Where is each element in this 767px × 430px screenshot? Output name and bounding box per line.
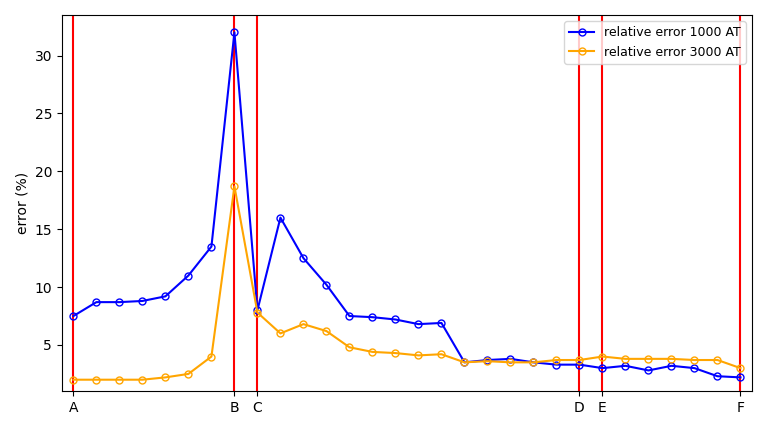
relative error 3000 AT <box>345 345 354 350</box>
relative error 3000 AT <box>552 357 561 362</box>
relative error 3000 AT <box>368 349 377 354</box>
relative error 1000 AT <box>391 317 400 322</box>
relative error 1000 AT <box>299 255 308 261</box>
relative error 1000 AT <box>161 294 170 299</box>
relative error 1000 AT <box>230 30 239 35</box>
relative error 3000 AT <box>506 360 515 365</box>
relative error 3000 AT <box>69 377 78 382</box>
relative error 1000 AT <box>115 300 124 305</box>
relative error 1000 AT <box>276 215 285 220</box>
Y-axis label: error (%): error (%) <box>15 172 29 234</box>
relative error 1000 AT <box>69 313 78 319</box>
relative error 3000 AT <box>276 331 285 336</box>
relative error 1000 AT <box>345 313 354 319</box>
relative error 3000 AT <box>713 357 722 362</box>
relative error 1000 AT <box>460 360 469 365</box>
relative error 1000 AT <box>184 273 193 278</box>
relative error 1000 AT <box>644 368 653 373</box>
relative error 3000 AT <box>138 377 147 382</box>
relative error 3000 AT <box>322 329 331 334</box>
relative error 3000 AT <box>483 359 492 364</box>
relative error 1000 AT <box>598 366 607 371</box>
Line: relative error 1000 AT: relative error 1000 AT <box>70 29 744 381</box>
relative error 3000 AT <box>391 350 400 356</box>
relative error 3000 AT <box>207 354 216 359</box>
relative error 3000 AT <box>598 354 607 359</box>
relative error 1000 AT <box>575 362 584 367</box>
relative error 1000 AT <box>506 356 515 362</box>
relative error 3000 AT <box>621 356 630 362</box>
relative error 3000 AT <box>299 322 308 327</box>
relative error 3000 AT <box>644 356 653 362</box>
relative error 1000 AT <box>529 360 538 365</box>
relative error 3000 AT <box>690 357 699 362</box>
relative error 3000 AT <box>184 372 193 377</box>
relative error 1000 AT <box>667 363 676 369</box>
relative error 3000 AT <box>460 360 469 365</box>
relative error 3000 AT <box>667 356 676 362</box>
relative error 1000 AT <box>322 282 331 287</box>
relative error 1000 AT <box>207 244 216 249</box>
relative error 1000 AT <box>368 315 377 320</box>
relative error 1000 AT <box>713 374 722 379</box>
Line: relative error 3000 AT: relative error 3000 AT <box>70 183 744 383</box>
relative error 1000 AT <box>483 357 492 362</box>
relative error 3000 AT <box>414 353 423 358</box>
relative error 1000 AT <box>437 320 446 326</box>
relative error 3000 AT <box>230 184 239 189</box>
relative error 1000 AT <box>552 362 561 367</box>
relative error 1000 AT <box>138 298 147 304</box>
relative error 3000 AT <box>115 377 124 382</box>
relative error 3000 AT <box>253 310 262 315</box>
relative error 1000 AT <box>736 375 745 380</box>
relative error 3000 AT <box>529 360 538 365</box>
Legend: relative error 1000 AT, relative error 3000 AT: relative error 1000 AT, relative error 3… <box>564 21 746 64</box>
relative error 3000 AT <box>736 366 745 371</box>
relative error 1000 AT <box>253 307 262 313</box>
relative error 1000 AT <box>690 366 699 371</box>
relative error 3000 AT <box>437 352 446 357</box>
relative error 3000 AT <box>92 377 101 382</box>
relative error 1000 AT <box>621 363 630 369</box>
relative error 3000 AT <box>575 357 584 362</box>
relative error 3000 AT <box>161 375 170 380</box>
relative error 1000 AT <box>92 300 101 305</box>
relative error 1000 AT <box>414 322 423 327</box>
